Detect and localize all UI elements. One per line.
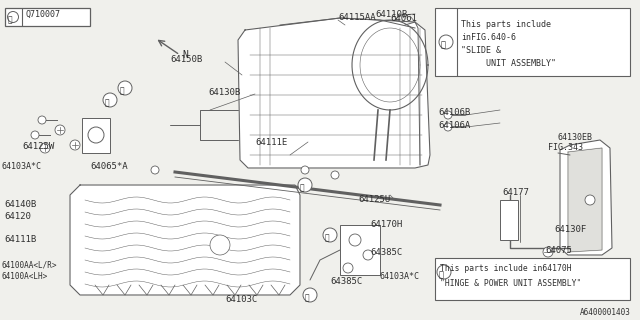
Circle shape — [210, 235, 230, 255]
Text: 64115AA: 64115AA — [338, 13, 376, 22]
Text: 64125W: 64125W — [22, 142, 54, 151]
Circle shape — [437, 265, 451, 279]
Text: ③: ③ — [305, 293, 309, 302]
Text: "HINGE & POWER UNIT ASSEMBLY": "HINGE & POWER UNIT ASSEMBLY" — [440, 279, 581, 288]
Bar — [435, 8, 630, 76]
Circle shape — [55, 125, 65, 135]
Text: 64075: 64075 — [545, 246, 572, 255]
Text: 64120: 64120 — [4, 212, 31, 221]
Polygon shape — [560, 140, 612, 255]
Polygon shape — [70, 185, 300, 295]
Polygon shape — [568, 148, 602, 252]
Text: This parts include: This parts include — [461, 20, 551, 29]
Text: 64170H: 64170H — [370, 220, 403, 229]
Circle shape — [103, 93, 117, 107]
Text: 64111B: 64111B — [4, 235, 36, 244]
Text: N: N — [182, 50, 188, 60]
Circle shape — [88, 127, 104, 143]
Text: ②: ② — [438, 270, 444, 279]
Bar — [435, 258, 630, 300]
Circle shape — [444, 123, 452, 131]
Text: ②: ② — [120, 86, 124, 95]
Text: 64385C: 64385C — [370, 248, 403, 257]
Text: ②: ② — [300, 183, 304, 193]
Text: FIG.343: FIG.343 — [548, 143, 583, 152]
Circle shape — [331, 171, 339, 179]
Text: 64150B: 64150B — [170, 55, 202, 64]
Text: 64130EB: 64130EB — [558, 133, 593, 142]
Text: 64130F: 64130F — [554, 225, 586, 234]
Text: ③: ③ — [440, 41, 445, 50]
Text: 64140B: 64140B — [4, 200, 36, 209]
Circle shape — [40, 143, 50, 153]
Polygon shape — [352, 20, 428, 110]
Text: 64100AA<L/R>: 64100AA<L/R> — [2, 261, 58, 270]
Bar — [340, 225, 380, 275]
Bar — [500, 200, 518, 240]
Circle shape — [363, 250, 373, 260]
Circle shape — [31, 131, 39, 139]
Text: 64177: 64177 — [502, 188, 529, 197]
Text: UNIT ASSEMBLY": UNIT ASSEMBLY" — [461, 59, 556, 68]
Text: inFIG.640-6: inFIG.640-6 — [461, 33, 516, 42]
Circle shape — [70, 140, 80, 150]
Circle shape — [118, 81, 132, 95]
Circle shape — [349, 234, 361, 246]
Text: This parts include in64170H: This parts include in64170H — [440, 264, 572, 273]
Text: 64110B: 64110B — [375, 10, 407, 19]
Text: 64065*A: 64065*A — [90, 162, 127, 171]
Circle shape — [543, 247, 553, 257]
Circle shape — [8, 12, 19, 22]
Text: 64106A: 64106A — [438, 121, 470, 130]
Text: 64103A*C: 64103A*C — [2, 162, 42, 171]
Text: 64103A*C: 64103A*C — [380, 272, 420, 281]
Text: 64106B: 64106B — [438, 108, 470, 117]
Circle shape — [343, 263, 353, 273]
Bar — [82, 118, 110, 153]
Bar — [5, 8, 90, 26]
Circle shape — [439, 35, 453, 49]
Text: ①: ① — [105, 99, 109, 108]
Circle shape — [585, 195, 595, 205]
Circle shape — [323, 228, 337, 242]
Text: 64111E: 64111E — [255, 138, 287, 147]
Text: Q710007: Q710007 — [25, 10, 60, 19]
Text: 64100A<LH>: 64100A<LH> — [2, 272, 48, 281]
Text: 64130B: 64130B — [208, 88, 240, 97]
Circle shape — [301, 166, 309, 174]
Circle shape — [303, 288, 317, 302]
Circle shape — [444, 111, 452, 119]
Text: 64385C: 64385C — [330, 277, 362, 286]
Text: 64125U: 64125U — [358, 195, 390, 204]
Text: "SLIDE &: "SLIDE & — [461, 46, 501, 55]
Text: 64061: 64061 — [390, 14, 417, 23]
Text: ①: ① — [324, 234, 330, 243]
Polygon shape — [238, 18, 430, 168]
Text: A6400001403: A6400001403 — [580, 308, 631, 317]
Text: ①: ① — [8, 15, 12, 25]
Circle shape — [151, 166, 159, 174]
Circle shape — [298, 178, 312, 192]
Text: 64103C: 64103C — [225, 295, 257, 304]
Circle shape — [38, 116, 46, 124]
